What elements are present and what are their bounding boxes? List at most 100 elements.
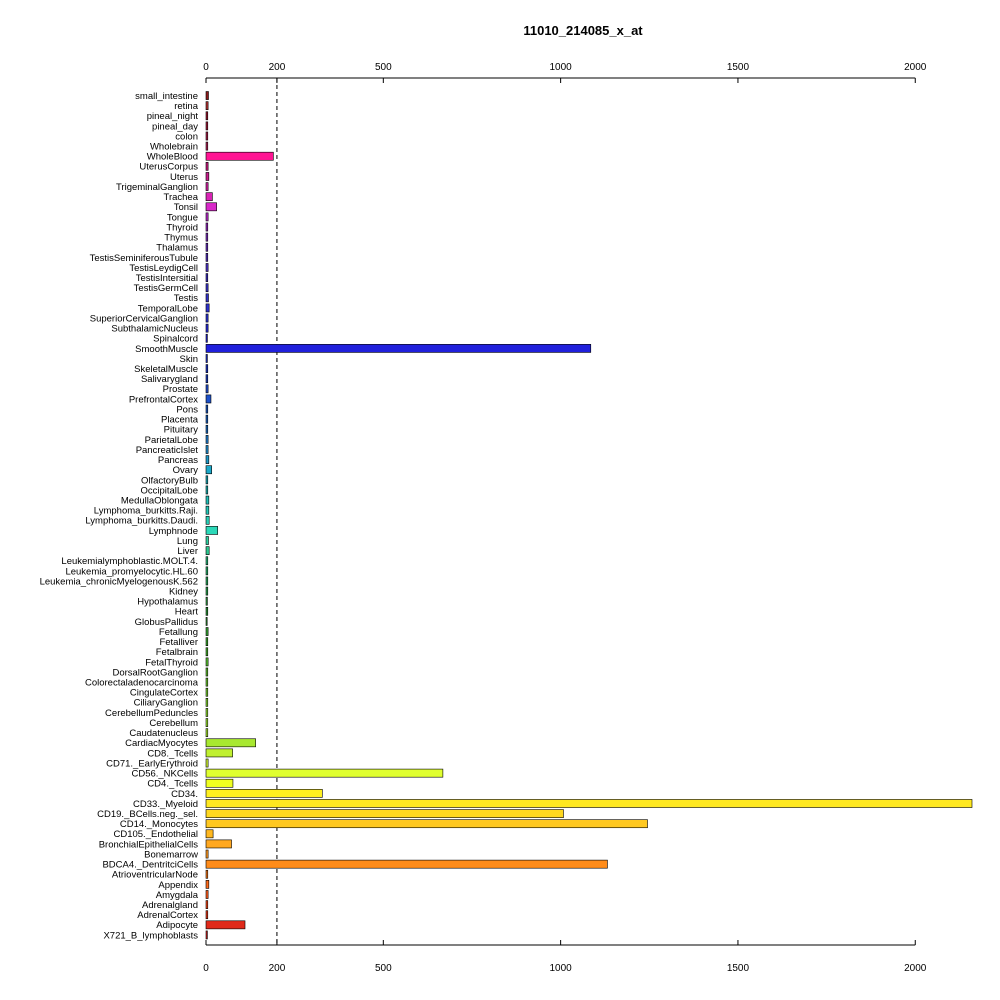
category-label: CD33._Myeloid [133,799,198,810]
category-label: Lung [177,536,198,547]
bar [205,384,209,394]
chart-title: 11010_214085_x_at [523,23,643,38]
category-label: Fetalbrain [156,647,198,658]
x-tick-label-top: 1500 [727,62,750,73]
bar [205,667,209,677]
category-label: Lymphnode [149,526,198,537]
bar [205,505,210,515]
bar [205,839,232,849]
x-tick-label-top: 500 [375,62,392,73]
category-label: Placenta [161,415,199,426]
bar [205,182,209,191]
x-axis-top: 0 200 500 1000 1500 2000 [203,62,927,83]
bar [205,232,209,242]
category-label: small_intestine [135,91,198,102]
category-label: Wholebrain [150,142,198,153]
category-label: Thalamus [156,243,198,254]
category-label: CiliaryGanglion [134,698,198,709]
bar [205,566,209,576]
bar [205,273,209,282]
category-label: X721_B_lymphoblasts [103,930,198,941]
bar [205,455,210,464]
category-label: AdrenalCortex [137,910,198,921]
category-label: Spinalcord [153,334,198,345]
category-label: Uterus [170,172,198,183]
category-label: CD4._Tcells [147,779,198,790]
bar [205,162,209,171]
category-label: pineal_night [147,111,199,122]
bar [205,869,209,879]
category-label: Fetallung [159,627,198,638]
category-label: CardiacMyocytes [125,738,198,749]
bar [205,900,209,909]
category-label: FetalThyroid [145,657,198,668]
bar [205,627,209,636]
x-tick-label-top: 1000 [550,62,573,73]
bar [205,445,209,454]
category-label: Fetalliver [159,637,198,648]
bar [205,738,256,748]
bar [205,606,209,616]
bar [205,890,209,899]
bar [205,253,209,262]
bar [205,212,209,222]
category-label: Pituitary [164,425,199,436]
category-label: CerebellumPeduncles [105,708,198,719]
x-tick-label-bottom: 1500 [727,963,750,974]
bar [205,718,209,727]
bar [205,849,209,859]
bar [205,708,209,717]
x-tick-label-bottom: 500 [375,963,392,974]
bar [205,172,210,181]
bar [205,475,209,485]
bar [205,748,233,758]
category-label: retina [174,101,198,112]
x-tick-label-bottom: 0 [203,963,209,974]
category-label: TestisLeydigCell [129,263,198,274]
bar [205,657,209,667]
category-label: GlobusPallidus [135,617,199,628]
bar [205,910,209,920]
category-label: colon [175,131,198,142]
bar [205,829,214,839]
category-label: SkeletalMuscle [134,364,198,375]
category-label: WholeBlood [147,152,198,163]
bar [205,121,209,131]
category-label: Testis [174,293,199,304]
bar [205,768,444,778]
bar [205,414,209,424]
category-label: SubthalamicNucleus [111,324,198,335]
category-label: TestisGermCell [134,283,198,294]
category-label: Prostate [163,384,198,395]
category-label: Heart [175,607,199,618]
category-label: Caudatenucleus [129,728,198,739]
category-label: TestisIntersitial [136,273,198,284]
x-tick-label-top: 0 [203,62,209,73]
bar [205,586,209,596]
bar [205,677,209,687]
category-label: ParietalLobe [145,435,198,446]
bar [205,404,209,414]
category-label: CD14._Monocytes [120,819,198,830]
bar [205,465,212,475]
category-label: CD8._Tcells [147,748,198,759]
bar [205,242,209,252]
category-label: Pons [176,404,198,415]
category-label: BDCA4._DentritciCells [102,860,198,871]
category-label: Bonemarrow [144,849,198,860]
x-tick-label-top: 200 [269,62,286,73]
category-label: CingulateCortex [130,688,198,699]
bar [205,344,592,353]
bar [205,364,209,373]
bar [205,374,209,384]
bar [205,789,323,798]
category-label: Leukemia_chronicMyelogenousK.562 [40,576,198,587]
category-label: PrefrontalCortex [129,394,198,405]
category-label: pineal_day [152,121,198,132]
category-label: Salivarygland [141,374,198,385]
bar [205,101,209,111]
category-label: MedullaOblongata [121,495,199,506]
bar [205,495,210,505]
category-label: UterusCorpus [139,162,198,173]
bar [205,536,209,545]
